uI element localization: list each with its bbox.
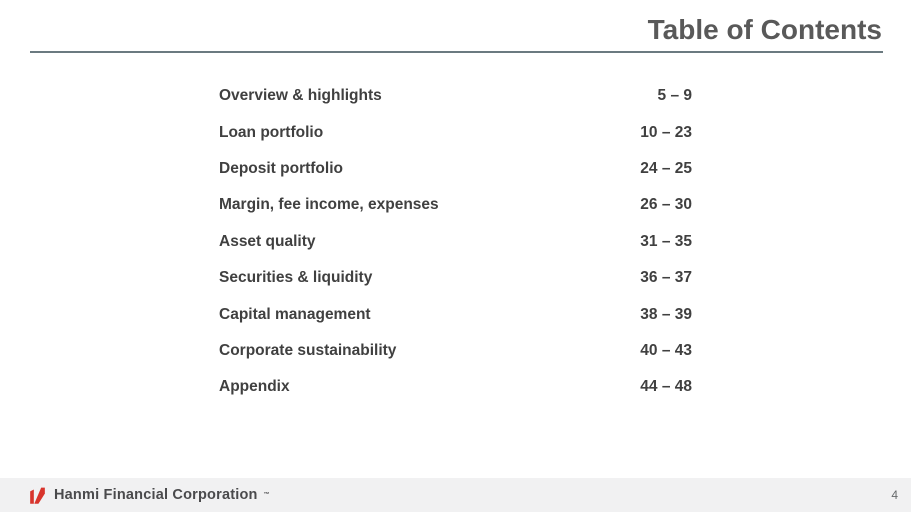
trademark-mark: ™	[263, 492, 270, 498]
toc-row: Margin, fee income, expenses 26 – 30	[219, 187, 692, 223]
toc-row: Capital management 38 – 39	[219, 296, 692, 332]
toc-item-pages: 24 – 25	[640, 159, 692, 177]
toc-item-label: Appendix	[219, 378, 290, 396]
page-number: 4	[891, 488, 898, 502]
toc-row: Deposit portfolio 24 – 25	[219, 151, 692, 187]
page-title: Table of Contents	[647, 14, 882, 45]
toc-row: Appendix 44 – 48	[219, 369, 692, 405]
toc-item-label: Corporate sustainability	[219, 341, 397, 359]
toc-item-label: Margin, fee income, expenses	[219, 196, 439, 214]
hanmi-logo-icon	[30, 487, 45, 504]
toc-list: Overview & highlights 5 – 9 Loan portfol…	[219, 78, 692, 406]
toc-item-pages: 36 – 37	[640, 269, 692, 287]
toc-item-label: Securities & liquidity	[219, 269, 373, 287]
toc-item-pages: 44 – 48	[640, 378, 692, 396]
toc-item-label: Loan portfolio	[219, 123, 324, 141]
toc-item-pages: 31 – 35	[640, 232, 692, 250]
toc-item-pages: 40 – 43	[640, 341, 692, 359]
company-logo: Hanmi Financial Corporation ™	[27, 484, 270, 506]
toc-item-label: Capital management	[219, 305, 371, 323]
toc-item-label: Deposit portfolio	[219, 159, 343, 177]
footer-bar: Hanmi Financial Corporation ™ 4	[0, 478, 911, 512]
toc-row: Corporate sustainability 40 – 43	[219, 333, 692, 369]
toc-item-pages: 5 – 9	[657, 87, 692, 105]
toc-item-label: Overview & highlights	[219, 87, 382, 105]
toc-item-pages: 26 – 30	[640, 196, 692, 214]
toc-item-pages: 10 – 23	[640, 123, 692, 141]
title-underline	[30, 51, 883, 53]
toc-row: Asset quality 31 – 35	[219, 224, 692, 260]
toc-row: Loan portfolio 10 – 23	[219, 114, 692, 150]
toc-item-label: Asset quality	[219, 232, 316, 250]
company-name: Hanmi Financial Corporation	[54, 487, 258, 503]
toc-row: Overview & highlights 5 – 9	[219, 78, 692, 114]
toc-row: Securities & liquidity 36 – 37	[219, 260, 692, 296]
toc-item-pages: 38 – 39	[640, 305, 692, 323]
